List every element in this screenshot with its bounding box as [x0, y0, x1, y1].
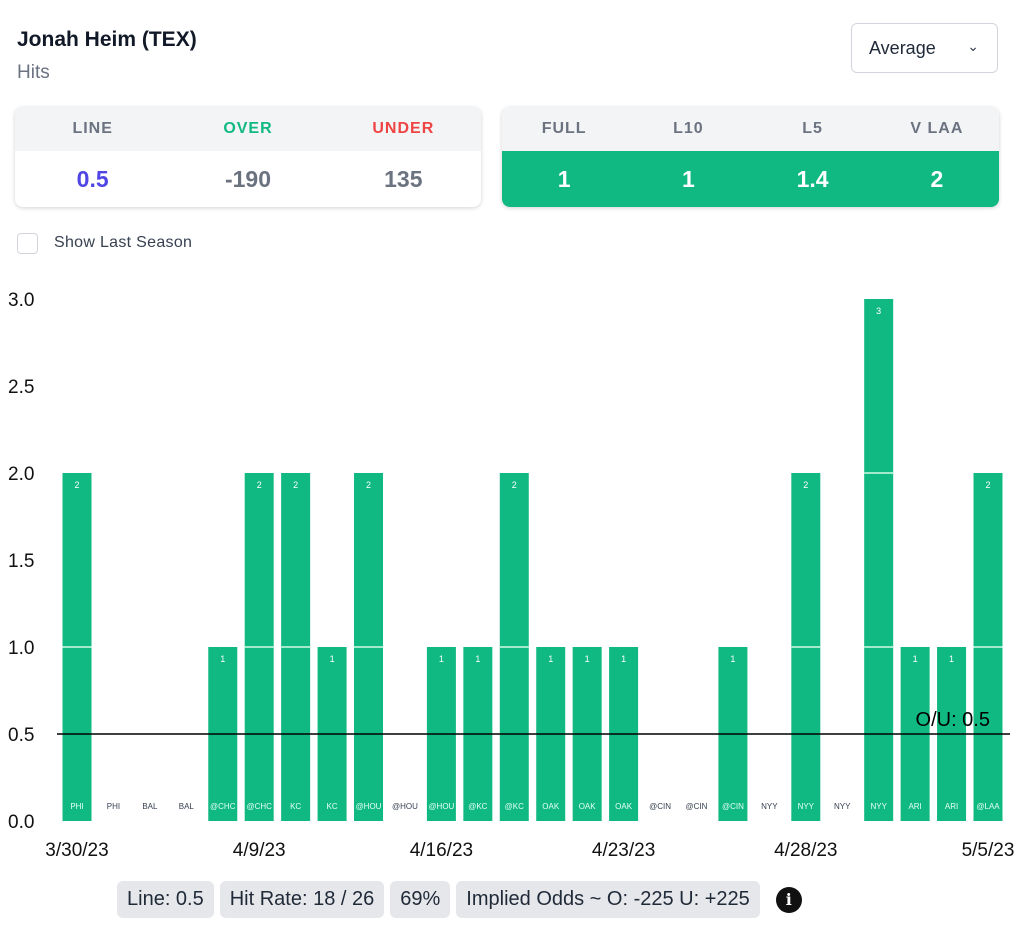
- l10-value: 1: [626, 151, 751, 207]
- bar-opponent-label: @CIN: [722, 802, 744, 811]
- l10-header: L10: [626, 107, 751, 151]
- bar-opponent-label: @KC: [505, 802, 524, 811]
- bar-opponent-label: @HOU: [428, 802, 454, 811]
- full-value: 1: [502, 151, 627, 207]
- bar-opponent-label: KC: [327, 802, 338, 811]
- show-last-season-checkbox[interactable]: [17, 233, 38, 254]
- ou-line-label: O/U: 0.5: [916, 709, 990, 731]
- x-tick-label: 4/23/23: [592, 840, 655, 861]
- bar-value-label: 1: [439, 654, 444, 664]
- stat-type: Hits: [17, 62, 50, 83]
- line-pill: Line: 0.5: [117, 881, 214, 918]
- y-tick-label: 2.0: [8, 464, 34, 485]
- dropdown-value: Average: [869, 37, 936, 58]
- bar-opponent-label: @LAA: [976, 802, 1000, 811]
- bar-value-label: 1: [913, 654, 918, 664]
- l5-header: L5: [750, 107, 875, 151]
- bar-value-label: 2: [366, 480, 371, 490]
- player-name: Jonah Heim (TEX): [17, 28, 197, 51]
- chevron-down-icon: ⌄: [967, 38, 979, 54]
- bar-opponent-label: @CIN: [686, 802, 708, 811]
- bar-value-label: 1: [330, 654, 335, 664]
- bar-opponent-label: PHI: [70, 802, 83, 811]
- y-tick-label: 2.5: [8, 377, 34, 398]
- bar-value-label: 1: [621, 654, 626, 664]
- bar-opponent-label: @KC: [468, 802, 487, 811]
- bar-opponent-label: @CHC: [246, 802, 272, 811]
- full-header: FULL: [502, 107, 627, 151]
- y-tick-label: 0.5: [8, 725, 34, 746]
- bar-opponent-label: NYY: [870, 802, 887, 811]
- bar-value-label: 3: [876, 306, 881, 316]
- bar-opponent-label: ARI: [908, 802, 921, 811]
- bar-opponent-label: OAK: [615, 802, 633, 811]
- bar-value-label: 1: [585, 654, 590, 664]
- bar-opponent-label: @CHC: [210, 802, 236, 811]
- bar-value-label: 1: [949, 654, 954, 664]
- bar-opponent-label: OAK: [542, 802, 560, 811]
- l5-value: 1.4: [750, 151, 875, 207]
- under-value: 135: [384, 165, 423, 192]
- bar-value-label: 1: [548, 654, 553, 664]
- line-value: 0.5: [76, 165, 109, 192]
- bar-value-label: 2: [803, 480, 808, 490]
- show-last-season-label[interactable]: Show Last Season: [54, 234, 193, 251]
- vs-value: 2: [874, 151, 999, 207]
- bar-opponent-label: BAL: [142, 802, 158, 811]
- vs-header: V LAA: [874, 107, 999, 151]
- line-header: LINE: [15, 107, 171, 151]
- bar-opponent-label: OAK: [579, 802, 597, 811]
- bar-opponent-label: @CIN: [649, 802, 671, 811]
- x-tick-label: 4/28/23: [774, 840, 837, 861]
- bar-opponent-label: NYY: [761, 802, 778, 811]
- hits-bar-chart: 0.0 0.5 1.0 1.5 2.0 2.5 3.0 2 PHI PHI BAL BAL 1 @CHC 2…: [8, 290, 1015, 861]
- x-tick-label: 4/16/23: [410, 840, 473, 861]
- bar-opponent-label: NYY: [798, 802, 815, 811]
- y-tick-label: 1.5: [8, 551, 34, 572]
- bar: [864, 299, 894, 821]
- bar-value-label: 1: [730, 654, 735, 664]
- bar-value-label: 2: [985, 480, 990, 490]
- over-value: -190: [224, 165, 272, 192]
- averages-card: FULL L10 L5 V LAA 1 1 1.4 2: [502, 107, 999, 207]
- bar-opponent-label: ARI: [945, 802, 958, 811]
- bar-value-label: 2: [293, 480, 298, 490]
- bar-opponent-label: NYY: [834, 802, 851, 811]
- over-header: OVER: [170, 107, 326, 151]
- bar-value-label: 1: [220, 654, 225, 664]
- odds-card: LINE OVER UNDER 0.5 -190 135: [15, 107, 481, 207]
- x-tick-label: 5/5/23: [962, 840, 1015, 861]
- bar-opponent-label: KC: [290, 802, 301, 811]
- under-header: UNDER: [325, 107, 481, 151]
- bar-opponent-label: @HOU: [392, 802, 418, 811]
- y-tick-label: 0.0: [8, 812, 34, 833]
- summary-bar: Line: 0.5 Hit Rate: 18 / 26 69% Implied …: [117, 881, 802, 918]
- x-tick-label: 4/9/23: [233, 840, 286, 861]
- bar-opponent-label: PHI: [107, 802, 120, 811]
- hit-pct-pill: 69%: [390, 881, 451, 918]
- y-tick-label: 3.0: [8, 290, 34, 311]
- implied-odds-pill: Implied Odds ~ O: -225 U: +225: [456, 881, 760, 918]
- bar-value-label: 2: [257, 480, 262, 490]
- hit-rate-pill: Hit Rate: 18 / 26: [219, 881, 385, 918]
- bar-value-label: 1: [475, 654, 480, 664]
- bar-value-label: 2: [74, 480, 79, 490]
- aggregation-dropdown[interactable]: Average ⌄: [851, 23, 998, 73]
- info-icon[interactable]: i: [775, 886, 802, 913]
- bar-opponent-label: BAL: [179, 802, 195, 811]
- y-tick-label: 1.0: [8, 638, 34, 659]
- bar-value-label: 2: [512, 480, 517, 490]
- bar-opponent-label: @HOU: [356, 802, 382, 811]
- x-tick-label: 3/30/23: [45, 840, 108, 861]
